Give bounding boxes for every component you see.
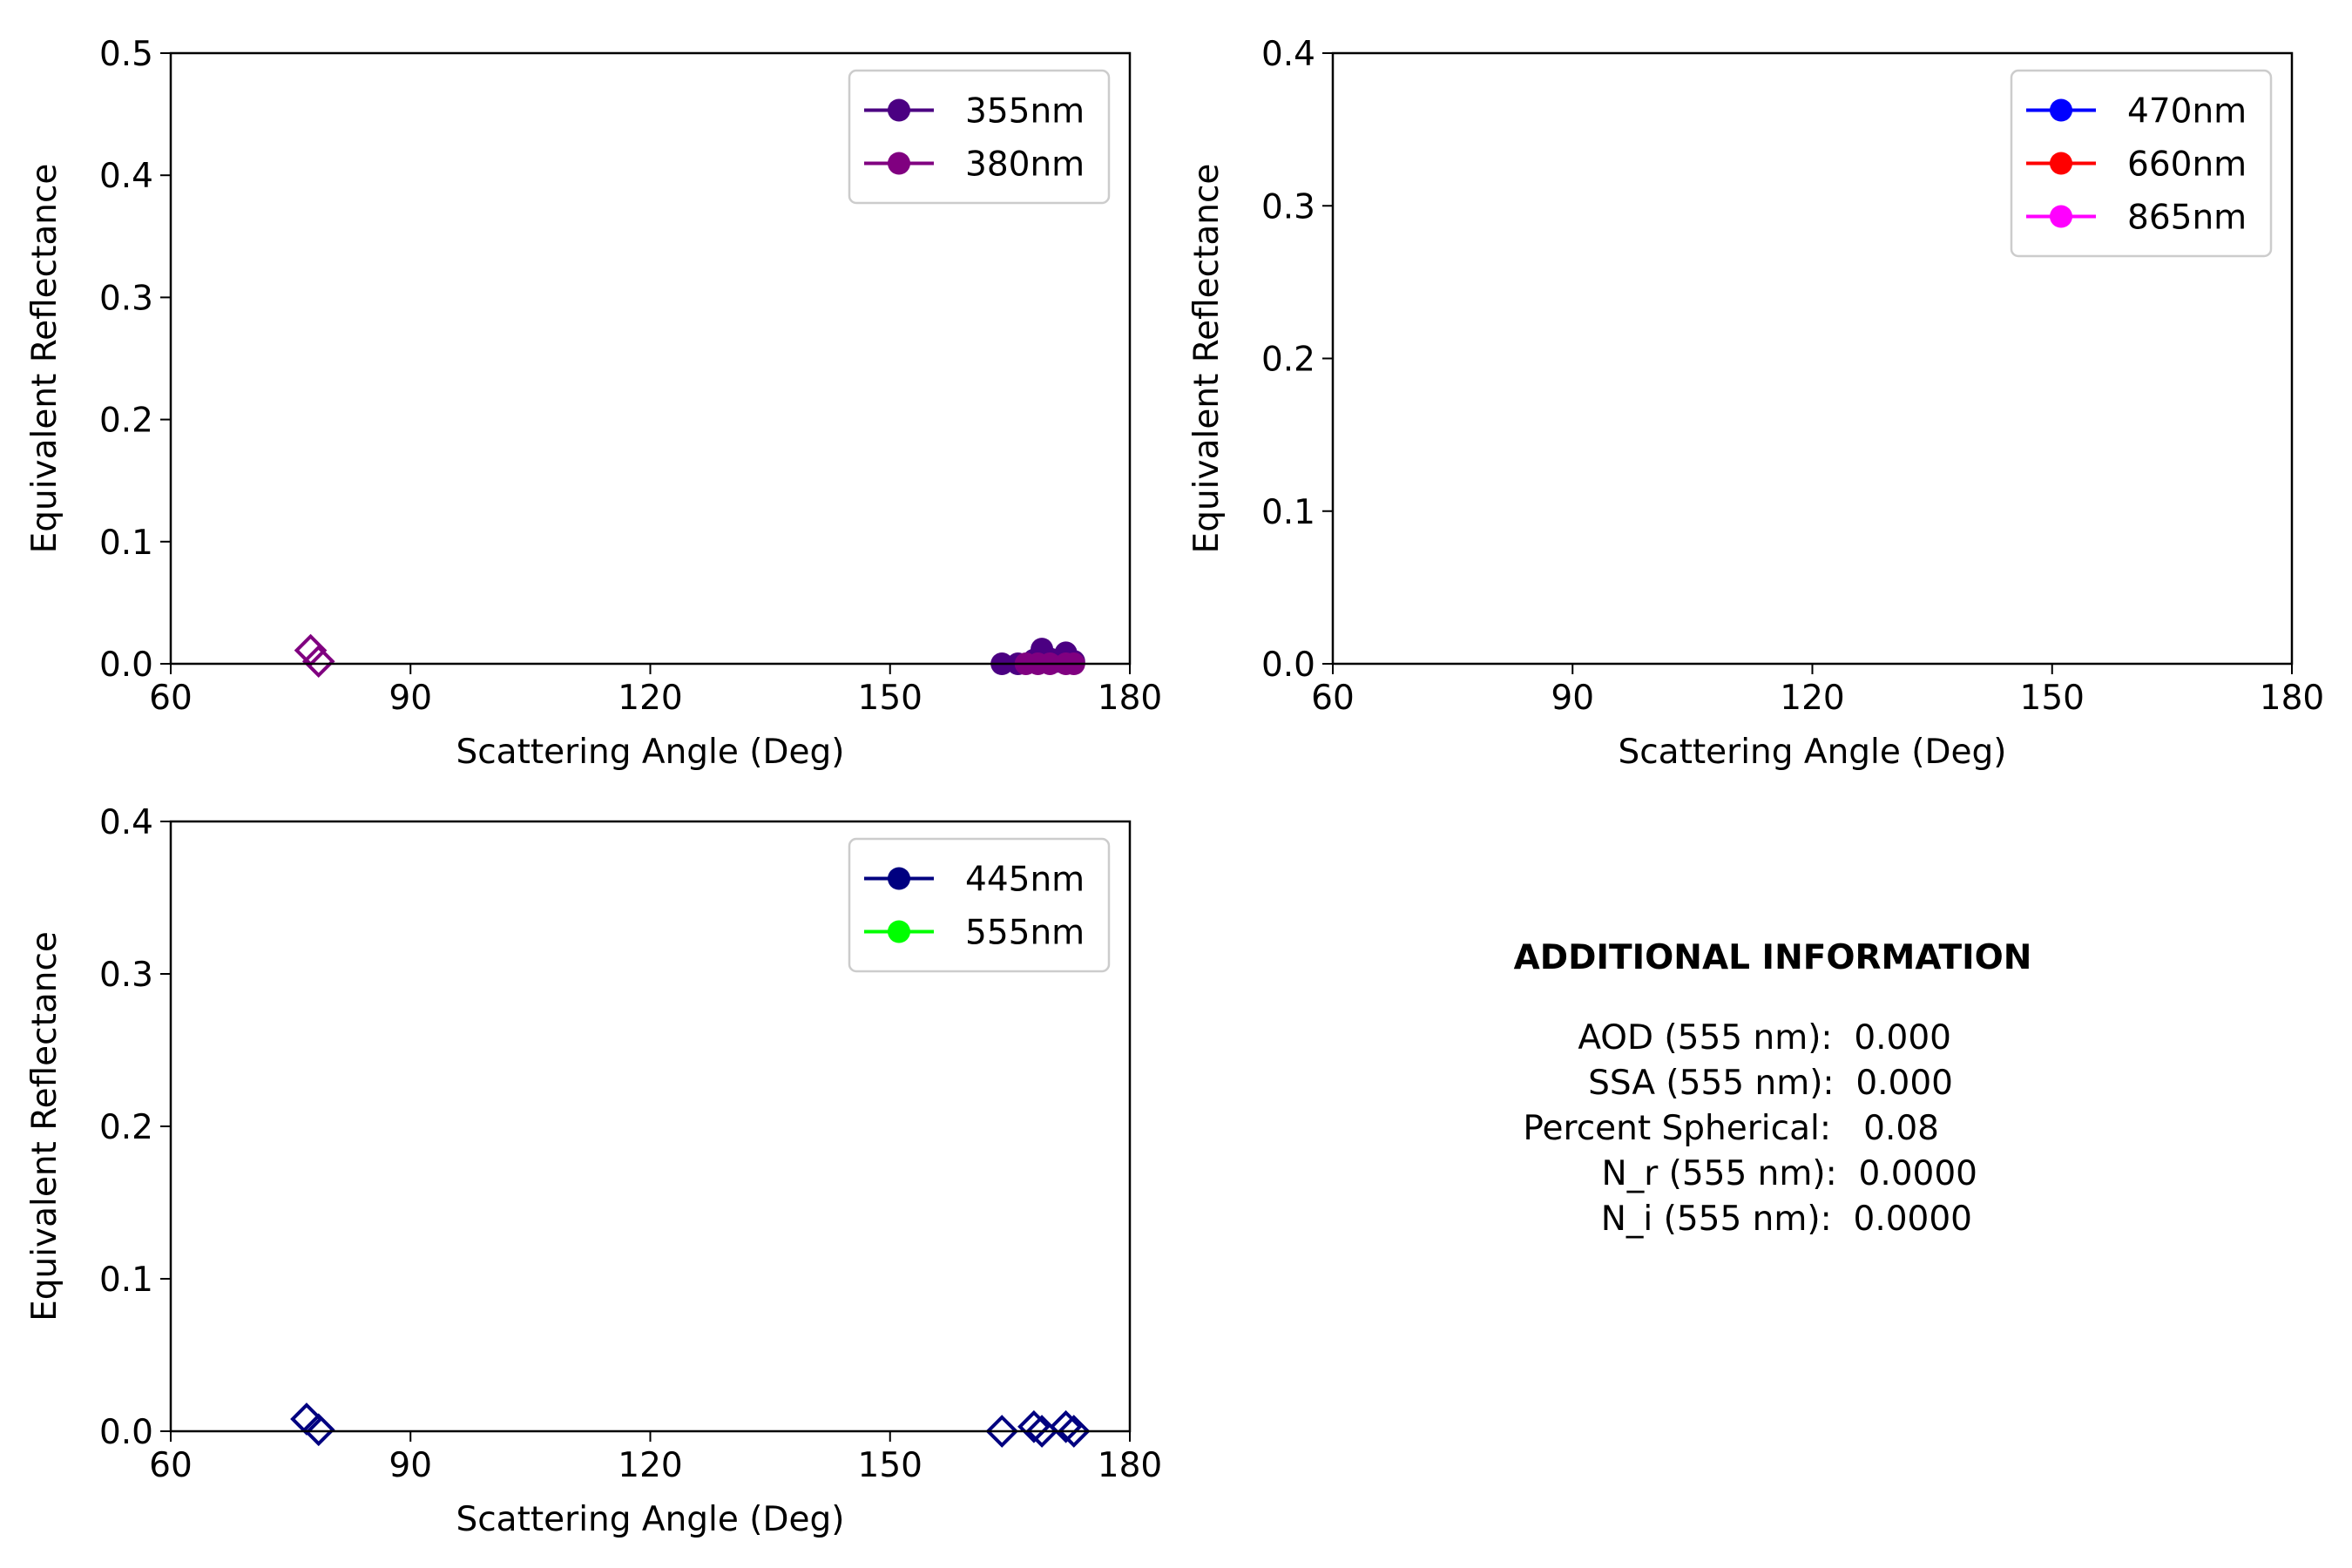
- legend-label: 380nm: [965, 145, 1085, 185]
- data-point: [985, 1415, 1019, 1448]
- y-tick-label: 0.0: [1261, 645, 1315, 685]
- legend: 470nm 660nm 865nm: [2010, 69, 2273, 258]
- info-line-aod: AOD (555 nm): 0.000: [1578, 1018, 1951, 1058]
- legend-frame: [2010, 69, 2273, 258]
- info-line-nr: N_r (555 nm): 0.0000: [1602, 1154, 1977, 1193]
- plot-blue-green: 60 90 120 150 180 0.0 0.1 0.2 0.3 0.4 Scattering A…: [25, 803, 1162, 1539]
- info-panel: ADDITIONAL INFORMATION AOD (555 nm): 0.0…: [1514, 938, 2032, 1239]
- data-point: [1049, 1409, 1083, 1443]
- x-tick-label: 90: [1551, 679, 1594, 718]
- x-tick-label: 150: [2020, 679, 2085, 718]
- data-point: [1057, 1415, 1091, 1448]
- legend-label: 445nm: [965, 861, 1085, 900]
- legend-label: 660nm: [2127, 145, 2247, 185]
- x-tick-label: 150: [858, 679, 923, 718]
- axes-frame: [169, 51, 1132, 666]
- legend-frame: [848, 69, 1111, 205]
- info-title: ADDITIONAL INFORMATION: [1514, 938, 2032, 977]
- x-tick-label: 120: [618, 1446, 682, 1485]
- data-point: [301, 645, 335, 679]
- legend-marker: [888, 152, 910, 175]
- legend-label: 355nm: [965, 92, 1085, 132]
- info-line-percent-spherical: Percent Spherical: 0.08: [1523, 1109, 1939, 1148]
- legend: 355nm 380nm: [848, 69, 1111, 205]
- y-tick-label: 0.5: [99, 35, 153, 74]
- x-axis-label: Scattering Angle (Deg): [1618, 733, 2006, 772]
- y-tick-label: 0.1: [99, 524, 153, 563]
- info-line-ssa: SSA (555 nm): 0.000: [1588, 1064, 1953, 1103]
- y-tick-label: 0.2: [99, 1108, 153, 1147]
- y-axis-label: Equivalent Reflectance: [1187, 164, 1227, 554]
- y-tick-label: 0.3: [99, 279, 153, 318]
- x-tick-label: 150: [858, 1446, 923, 1485]
- y-tick-label: 0.3: [1261, 187, 1315, 226]
- y-tick-label: 0.4: [1261, 35, 1315, 74]
- axes-frame: [1331, 51, 2294, 666]
- legend-label: 470nm: [2127, 92, 2247, 132]
- legend-marker: [888, 920, 910, 943]
- y-tick-label: 0.2: [99, 402, 153, 441]
- data-point: [301, 1413, 335, 1447]
- y-tick-label: 0.0: [99, 645, 153, 685]
- legend-marker: [2050, 205, 2072, 228]
- x-tick-label: 180: [1098, 679, 1162, 718]
- y-axis-label: Equivalent Reflectance: [25, 164, 64, 554]
- legend-marker: [2050, 152, 2072, 175]
- legend-frame: [848, 837, 1111, 973]
- y-tick-label: 0.4: [99, 803, 153, 842]
- x-tick-label: 180: [2260, 679, 2324, 718]
- y-tick-label: 0.1: [99, 1260, 153, 1300]
- x-tick-label: 60: [149, 1446, 193, 1485]
- y-tick-label: 0.4: [99, 157, 153, 196]
- legend-marker: [888, 867, 910, 890]
- legend-label: 865nm: [2127, 199, 2247, 238]
- x-tick-label: 60: [1311, 679, 1355, 718]
- legend-label: 555nm: [965, 914, 1085, 953]
- x-tick-label: 120: [618, 679, 682, 718]
- data-point: [1017, 1409, 1051, 1443]
- plot-blue-red-nir: 60 90 120 150 180 0.0 0.1 0.2 0.3 0.4 Scattering A…: [1187, 35, 2324, 772]
- x-tick-label: 180: [1098, 1446, 1162, 1485]
- plot-uv: 60 90 120 150 180 0.0 0.1 0.2 0.3 0.4 0.5 Scatterin…: [25, 35, 1162, 772]
- y-tick-label: 0.0: [99, 1413, 153, 1452]
- y-tick-label: 0.2: [1261, 341, 1315, 380]
- info-line-ni: N_i (555 nm): 0.0000: [1601, 1200, 1972, 1239]
- x-tick-label: 60: [149, 679, 193, 718]
- y-tick-label: 0.1: [1261, 493, 1315, 532]
- legend: 445nm 555nm: [848, 837, 1111, 973]
- y-tick-label: 0.3: [99, 956, 153, 995]
- x-tick-label: 120: [1780, 679, 1844, 718]
- legend-marker: [2050, 98, 2072, 122]
- x-axis-label: Scattering Angle (Deg): [456, 733, 844, 772]
- legend-marker: [888, 98, 910, 122]
- y-axis-label: Equivalent Reflectance: [25, 931, 64, 1321]
- x-tick-label: 90: [389, 679, 432, 718]
- axes-frame: [169, 820, 1132, 1433]
- x-tick-label: 90: [389, 1446, 432, 1485]
- x-axis-label: Scattering Angle (Deg): [456, 1500, 844, 1539]
